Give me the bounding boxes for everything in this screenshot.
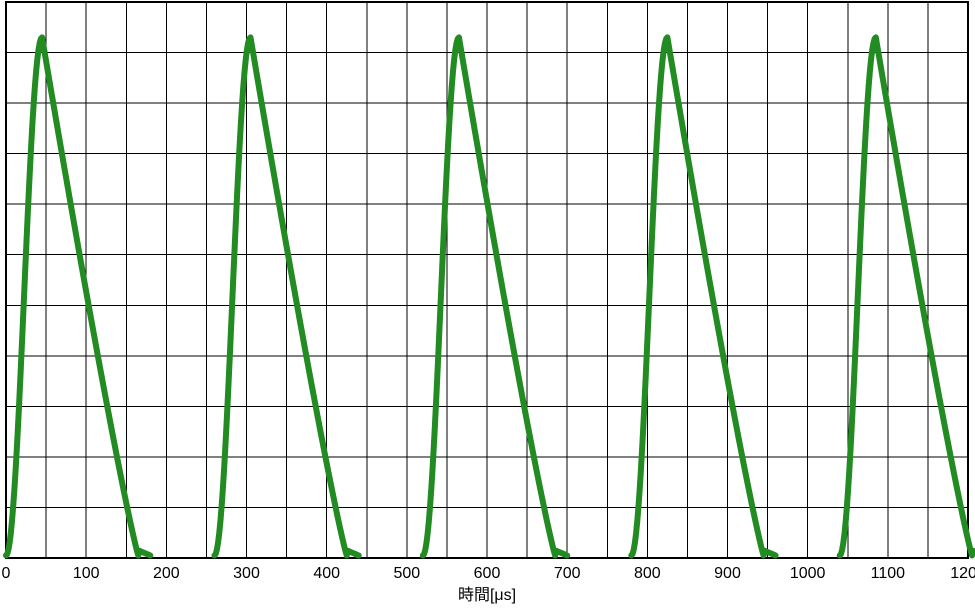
x-tick-label: 500 — [393, 565, 420, 582]
x-tick-label: 100 — [73, 565, 100, 582]
x-tick-label: 800 — [634, 565, 661, 582]
x-tick-label: 0 — [2, 565, 11, 582]
x-tick-label: 200 — [153, 565, 180, 582]
x-tick-label: 400 — [313, 565, 340, 582]
x-tick-label: 300 — [233, 565, 260, 582]
x-tick-label: 700 — [554, 565, 581, 582]
x-tick-label: 1000 — [790, 565, 826, 582]
x-tick-label: 1200 — [950, 565, 975, 582]
x-tick-label: 900 — [714, 565, 741, 582]
x-tick-label: 1100 — [871, 565, 906, 582]
x-tick-label: 600 — [474, 565, 501, 582]
chart-container: 0 100 200 300 400 500 600 700 800 900 1000 1100 1200… — [0, 0, 975, 612]
x-axis-label: 時間[μs] — [458, 586, 516, 604]
waveform-chart: 0 100 200 300 400 500 600 700 800 900 1000 1100 1200… — [0, 0, 975, 612]
